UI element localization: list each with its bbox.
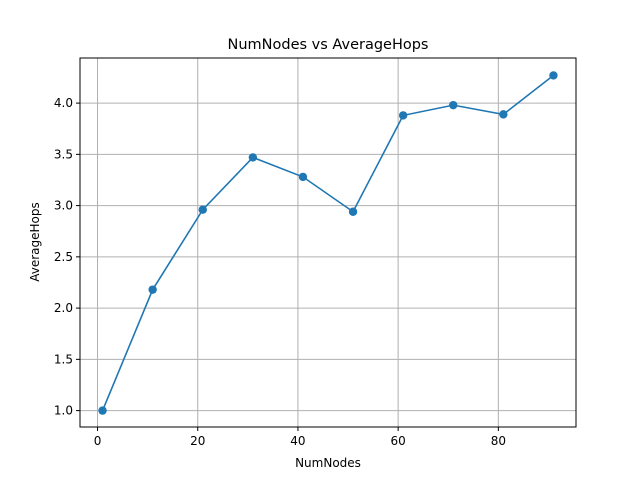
y-tick-label: 1.5 (54, 352, 73, 366)
y-tick-label: 4.0 (54, 96, 73, 110)
x-tick-label: 60 (391, 434, 406, 448)
y-tick-label: 2.5 (54, 250, 73, 264)
chart-title: NumNodes vs AverageHops (228, 37, 429, 53)
y-axis-label: AverageHops (28, 202, 42, 282)
data-point (449, 100, 458, 110)
data-point (348, 207, 358, 216)
plot-frame (79, 57, 577, 428)
ticks: 0 20 40 60 80 1.0 1.5 2.0 2.5 3.0 3.5 4.0 (54, 96, 506, 448)
x-tick-label: 40 (290, 434, 305, 448)
data-point (248, 153, 258, 162)
x-tick-label: 80 (491, 434, 506, 448)
series-line (101, 74, 554, 411)
data-point (398, 111, 408, 120)
data-point (499, 110, 508, 119)
x-axis-label: NumNodes (295, 456, 361, 470)
series-layer (98, 71, 558, 415)
data-point (198, 205, 207, 214)
x-tick-label: 0 (94, 434, 102, 448)
y-tick-label: 2.0 (54, 301, 73, 315)
data-point (298, 172, 308, 182)
y-tick-label: 3.0 (54, 199, 73, 213)
y-tick-label: 3.5 (54, 147, 73, 161)
y-tick-label: 1.0 (54, 404, 73, 418)
data-point (148, 285, 157, 294)
data-point (549, 71, 558, 80)
x-tick-label: 20 (190, 434, 205, 448)
data-point (98, 406, 107, 415)
grid (80, 58, 576, 427)
